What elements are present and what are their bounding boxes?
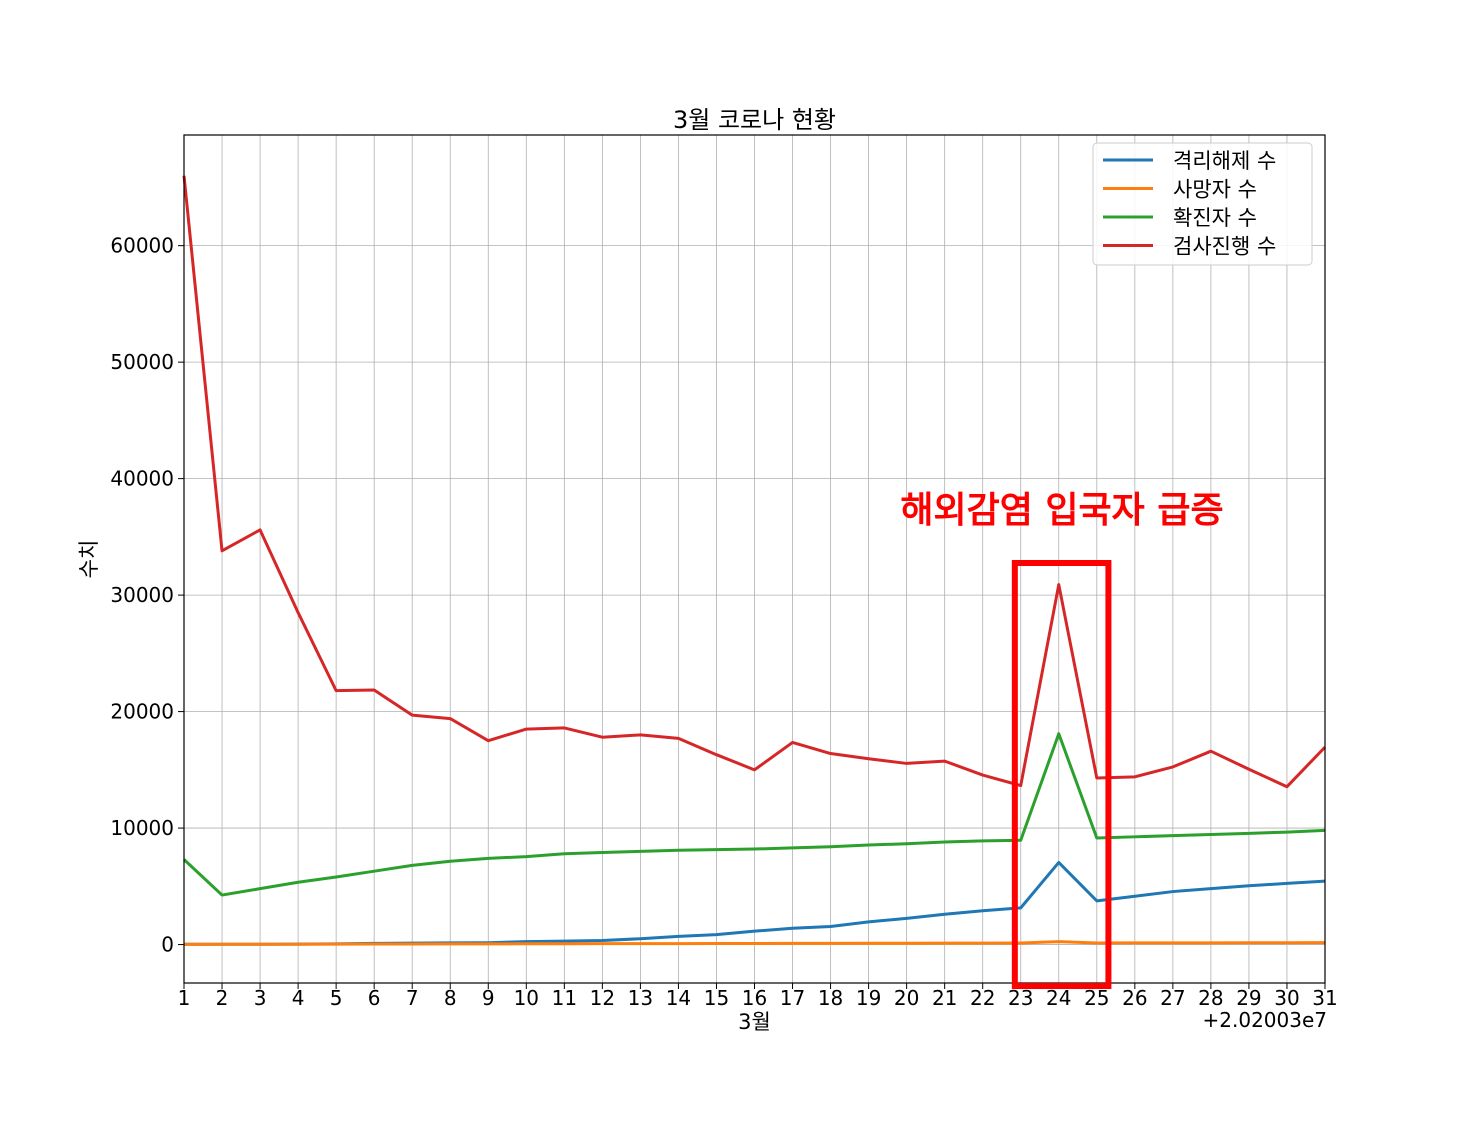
legend-label: 사망자 수: [1173, 178, 1257, 202]
x-tick-label: 15: [704, 986, 729, 1010]
x-tick-label: 17: [780, 986, 805, 1010]
x-tick-label: 28: [1198, 986, 1223, 1010]
y-tick-label: 0: [161, 933, 174, 957]
x-tick-label: 18: [818, 986, 843, 1010]
x-tick-label: 26: [1122, 986, 1147, 1010]
x-tick-label: 1: [178, 986, 191, 1010]
x-tick-label: 11: [552, 986, 577, 1010]
x-tick-label: 7: [406, 986, 419, 1010]
x-tick-label: 19: [856, 986, 881, 1010]
series-lines: [182, 175, 1327, 946]
x-tick-label: 12: [590, 986, 615, 1010]
x-tick-label: 27: [1160, 986, 1185, 1010]
chart-title: 3월 코로나 현황: [673, 106, 836, 134]
x-tick-label: 5: [330, 986, 343, 1010]
annotation-text: 해외감염 입국자 급증: [900, 490, 1223, 531]
series-line: [183, 940, 1326, 946]
y-tick-label: 10000: [110, 816, 174, 840]
y-tick-label: 20000: [110, 700, 174, 724]
y-tick-label: 50000: [110, 350, 174, 374]
x-tick-label: 30: [1274, 986, 1299, 1010]
y-tick-label: 30000: [110, 583, 174, 607]
x-tick-label: 25: [1084, 986, 1109, 1010]
series-line: [182, 175, 1327, 789]
x-tick-label: 16: [742, 986, 767, 1010]
y-tick-label: 40000: [110, 467, 174, 491]
x-tick-label: 6: [368, 986, 381, 1010]
x-tick-label: 10: [514, 986, 539, 1010]
x-tick-label: 2: [216, 986, 229, 1010]
x-tick-label: 23: [1008, 986, 1033, 1010]
x-tick-label: 29: [1236, 986, 1261, 1010]
x-tick-label: 22: [970, 986, 995, 1010]
legend-label: 확진자 수: [1173, 206, 1257, 230]
x-tick-label: 13: [628, 986, 653, 1010]
x-axis-label: 3월: [738, 1010, 771, 1034]
x-tick-label: 21: [932, 986, 957, 1010]
legend-label: 검사진행 수: [1173, 235, 1276, 259]
y-tick-label: 60000: [110, 234, 174, 258]
x-tick-label: 8: [444, 986, 457, 1010]
x-tick-label: 24: [1046, 986, 1071, 1010]
x-tick-label: 9: [482, 986, 495, 1010]
y-axis-label: 수치: [77, 540, 101, 579]
highlight-box: [1011, 560, 1112, 989]
x-tick-label: 20: [894, 986, 919, 1010]
x-tick-label: 31: [1312, 986, 1337, 1010]
x-axis-offset-label: +2.02003e7: [1203, 1008, 1328, 1032]
legend-label: 격리해제 수: [1173, 149, 1276, 173]
legend-frame: [1092, 142, 1313, 266]
series-line: [182, 732, 1326, 897]
x-tick-label: 3: [254, 986, 267, 1010]
ticks: 1 2 3 4 5 6 7 8 9 10 11 12 13 14 15 16 17 18 19 20 21 22 23 24 2…: [110, 234, 1337, 1010]
x-tick-label: 4: [292, 986, 305, 1010]
x-tick-label: 14: [666, 986, 691, 1010]
